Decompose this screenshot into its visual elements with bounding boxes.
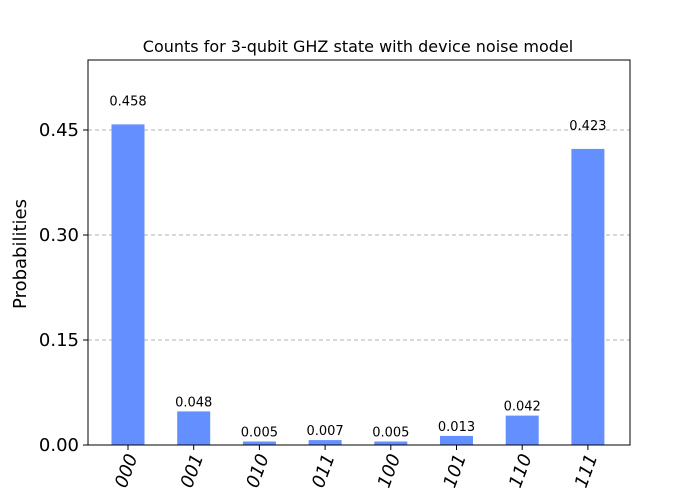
x-tick-label-001: 001: [177, 451, 208, 490]
data-label-000: 0.458: [109, 94, 146, 109]
x-axis-ticks: 000 001 010 011 100 101 110 111: [111, 445, 602, 491]
data-label-101: 0.013: [438, 420, 475, 435]
bar-110: [505, 415, 539, 445]
y-tick-label: 0.00: [39, 435, 79, 456]
x-tick-label-100: 100: [374, 451, 405, 490]
data-label-111: 0.423: [569, 119, 606, 134]
bar-010: [242, 441, 276, 445]
data-labels: 0.458 0.048 0.005 0.007 0.005 0.013 0.042 0.423: [109, 94, 606, 440]
plot-frame: [87, 59, 631, 446]
data-label-110: 0.042: [504, 400, 541, 415]
bars: [111, 124, 605, 446]
x-tick-label-110: 110: [505, 451, 536, 490]
bar-001: [177, 411, 211, 445]
x-tick-label-101: 101: [439, 451, 470, 490]
data-label-100: 0.005: [372, 426, 409, 441]
x-tick-label-011: 011: [308, 451, 339, 490]
x-tick-label-000: 000: [111, 451, 142, 490]
y-axis-label: Probabilities: [10, 199, 31, 309]
x-tick-label-010: 010: [242, 451, 273, 490]
data-label-010: 0.005: [241, 426, 278, 441]
y-axis-ticks: 0.00 0.15 0.30 0.45: [39, 120, 88, 456]
y-tick-label: 0.45: [39, 120, 79, 141]
x-tick-label-111: 111: [571, 451, 602, 490]
data-label-001: 0.048: [175, 395, 212, 410]
bar-111: [571, 148, 605, 445]
y-tick-label: 0.15: [39, 330, 79, 351]
bar-000: [111, 124, 145, 446]
grid-lines: [88, 129, 630, 341]
bar-100: [374, 441, 408, 445]
data-label-011: 0.007: [306, 424, 343, 439]
y-tick-label: 0.30: [39, 225, 79, 246]
chart-title: Counts for 3-qubit GHZ state with device…: [143, 37, 573, 56]
bar-101: [440, 435, 473, 445]
bar-011: [308, 440, 342, 445]
